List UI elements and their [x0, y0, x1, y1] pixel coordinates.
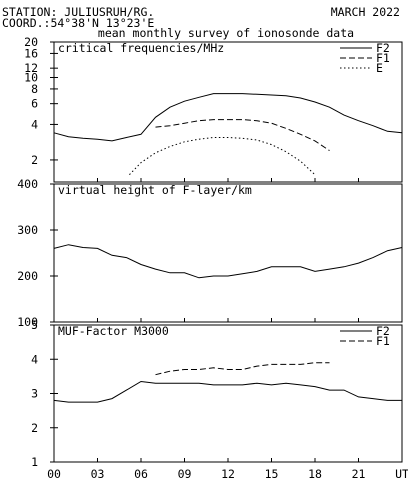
panel-title: MUF-Factor M3000	[58, 324, 169, 338]
legend-label-f2: F2	[376, 324, 390, 338]
series-line-f1	[155, 119, 330, 152]
x-tick-label: 15	[265, 467, 279, 480]
legend-label-f2: F2	[376, 41, 390, 55]
y-tick-label: 6	[31, 97, 38, 111]
subtitle: mean monthly survey of ionosonde data	[98, 26, 354, 40]
series-line-f2	[53, 380, 402, 403]
x-tick-label: 21	[352, 467, 366, 480]
y-tick-label: 2	[31, 153, 38, 167]
x-tick-label: 18	[308, 467, 322, 480]
y-tick-label: 300	[17, 223, 38, 237]
series-line-e	[129, 137, 316, 176]
date-label: MARCH 2022	[331, 5, 400, 19]
y-tick-label: 2	[31, 421, 38, 435]
y-tick-label: 20	[24, 35, 38, 49]
panel-title: critical frequencies/MHz	[58, 41, 224, 55]
y-tick-label: 8	[31, 82, 38, 96]
x-tick-label: UT	[395, 467, 408, 480]
y-tick-label: 12	[24, 61, 38, 75]
y-tick-label: 100	[17, 315, 38, 329]
y-tick-label: 4	[31, 352, 38, 366]
plot-frame	[53, 324, 403, 463]
series-line-f2	[53, 93, 403, 142]
y-tick-label: 10	[24, 71, 38, 85]
y-tick-label: 5	[31, 318, 38, 332]
x-tick-label: 06	[134, 467, 148, 480]
y-tick-label: 4	[31, 117, 38, 131]
y-tick-label: 400	[17, 177, 38, 191]
coord-label: COORD.:54°38'N 13°23'E	[2, 16, 154, 30]
x-tick-label: 00	[47, 467, 61, 480]
x-tick-label: 09	[178, 467, 192, 480]
x-tick-label: 12	[221, 467, 235, 480]
legend-label-f1: F1	[376, 334, 390, 348]
series-line-f1	[155, 362, 330, 376]
panel-2: 100 200 300 400 virtual height of F-layer/km	[17, 177, 403, 329]
legend-label-f1: F1	[376, 51, 390, 65]
legend-label-e: E	[376, 61, 383, 75]
y-tick-label: 3	[31, 387, 38, 401]
plot-frame	[53, 41, 403, 183]
y-tick-label: 1	[31, 455, 38, 469]
panel-title: virtual height of F-layer/km	[58, 183, 252, 197]
x-tick-label: 03	[91, 467, 105, 480]
y-tick-label: 16	[24, 46, 38, 60]
y-tick-label: 200	[17, 269, 38, 283]
station-label: STATION: JULIUSRUH/RG.	[2, 5, 154, 19]
series-line-main	[53, 244, 403, 279]
